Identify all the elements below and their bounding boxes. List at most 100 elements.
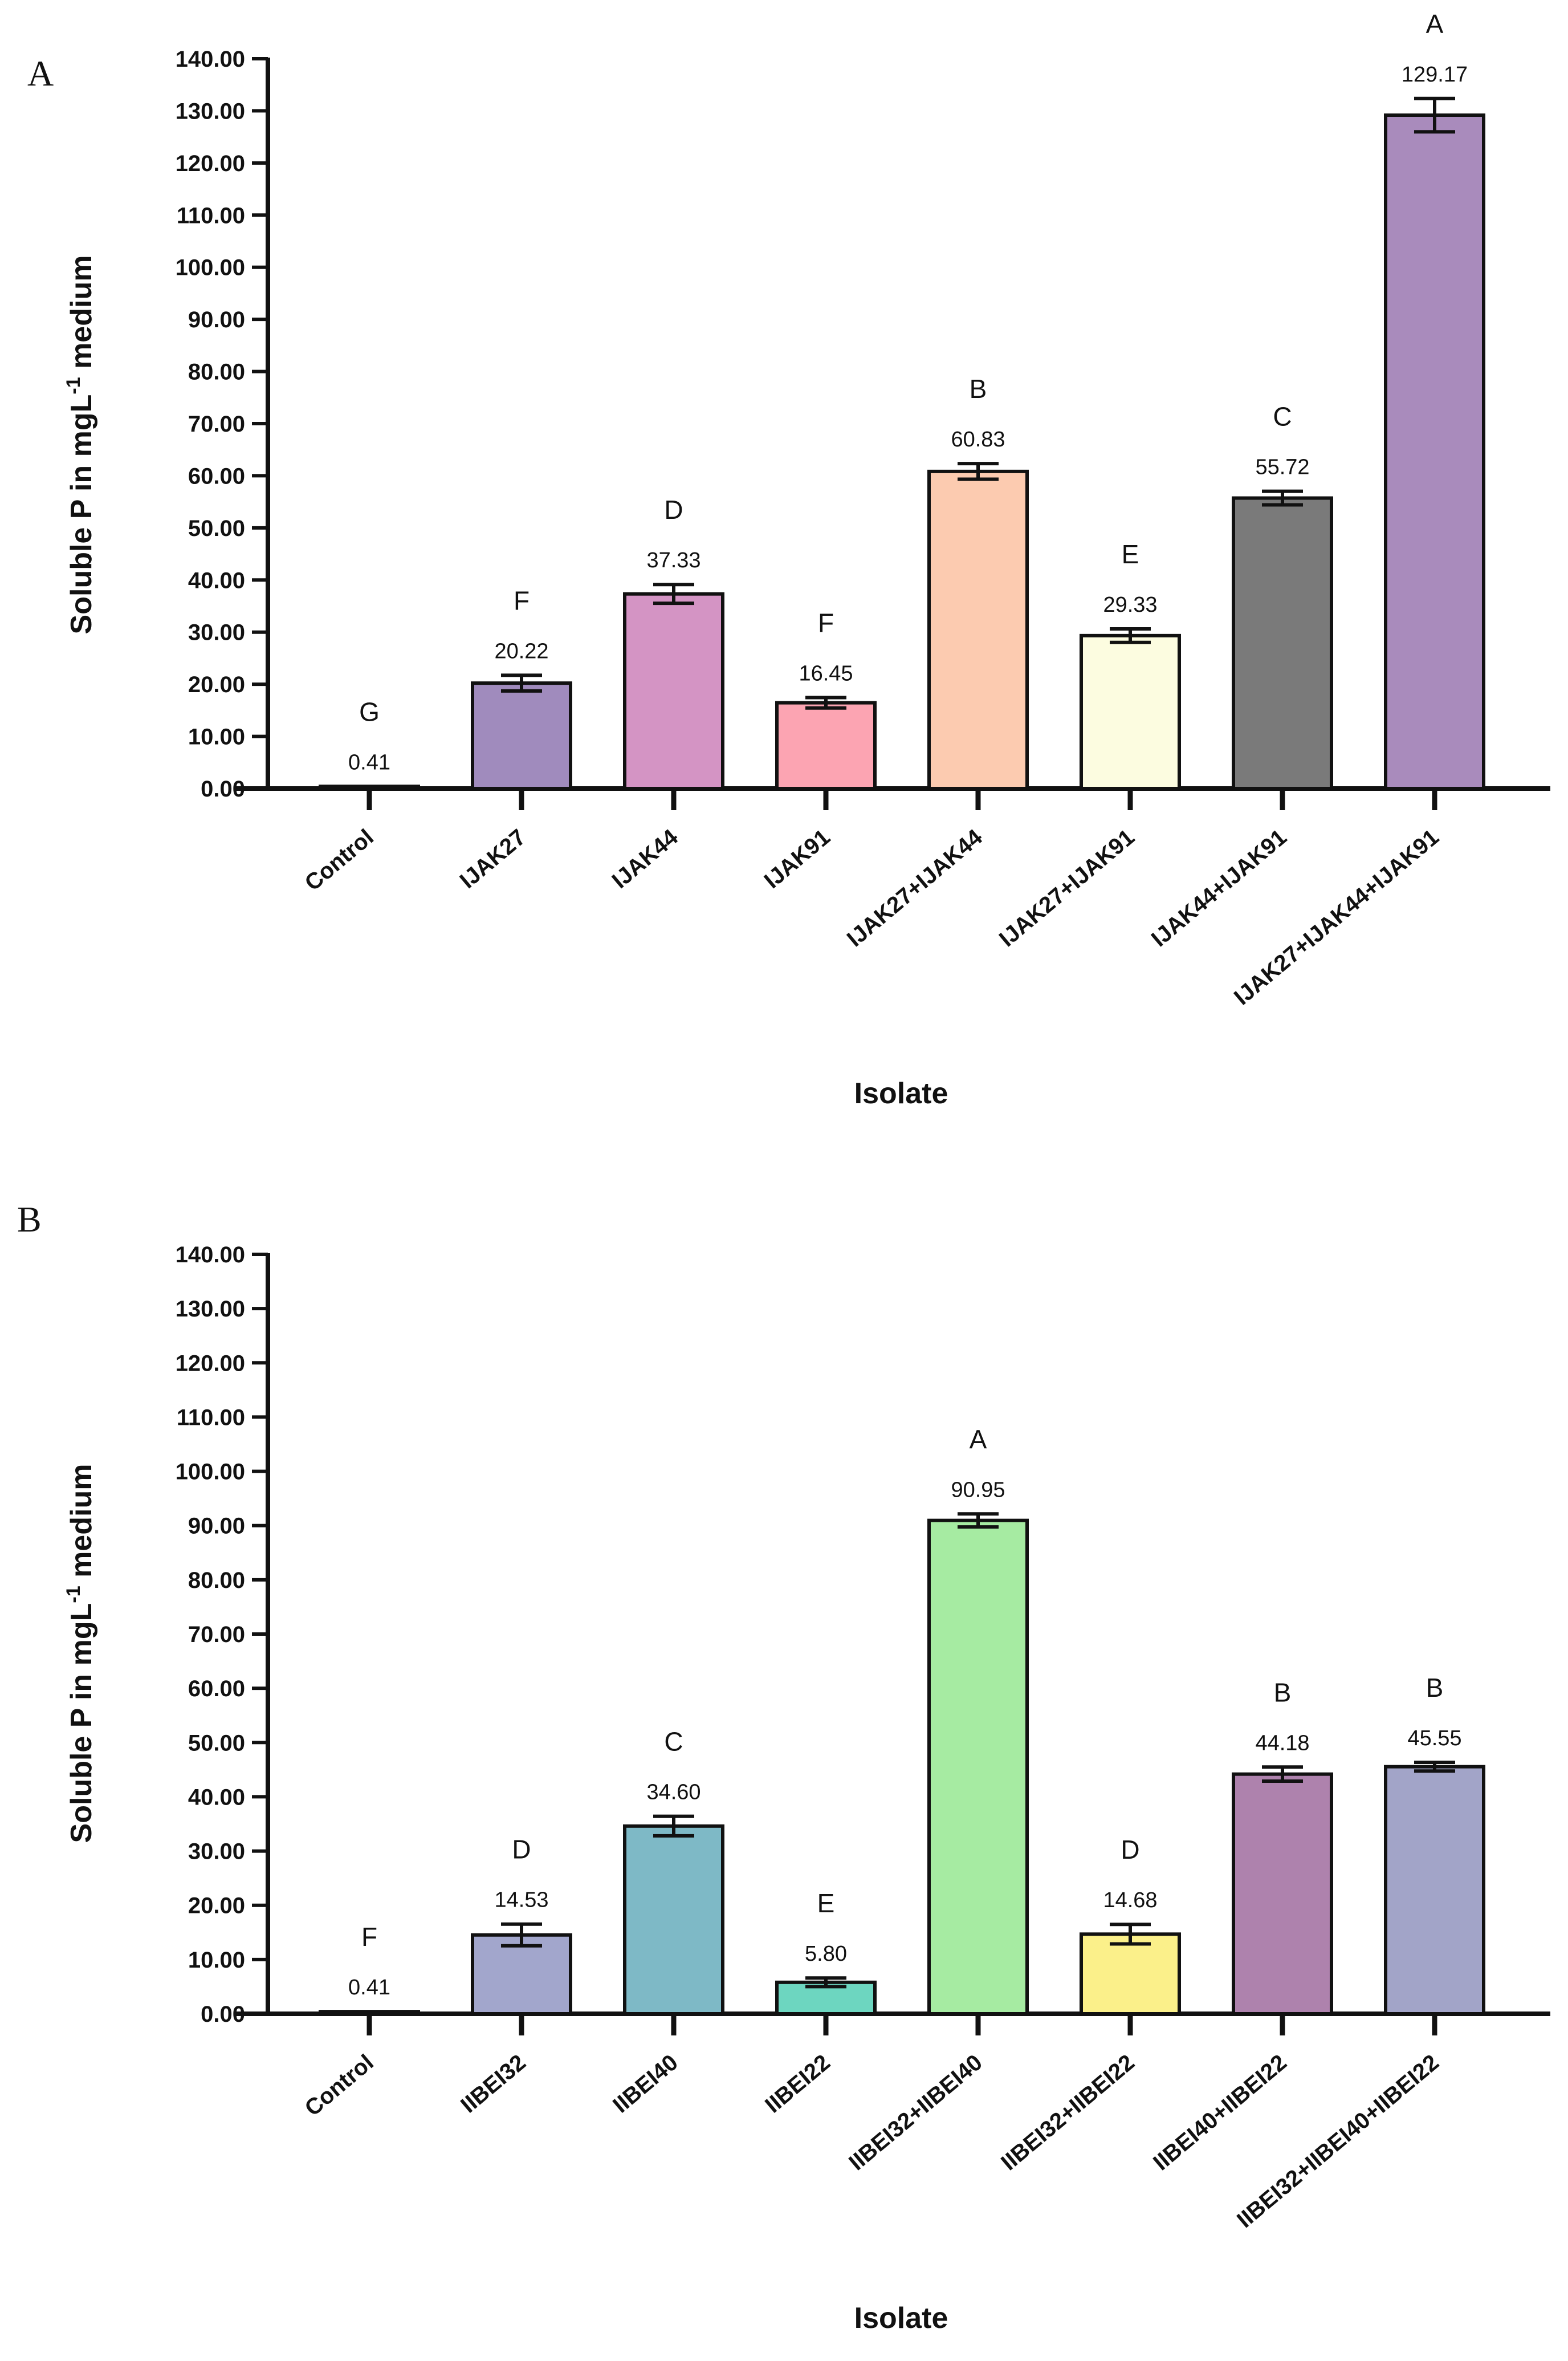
panel-b-value-label: 14.53 xyxy=(494,1888,548,1912)
panel-a-y-tick-label: 20.00 xyxy=(188,672,245,697)
panel-b-value-label: 44.18 xyxy=(1255,1731,1309,1755)
panel-b-value-label: 45.55 xyxy=(1407,1726,1461,1750)
panel-b-y-axis-title: Soluble P in mgL-1 medium xyxy=(63,1464,98,1843)
panel-a-significance-letter: D xyxy=(664,495,683,525)
panel-a-value-label: 29.33 xyxy=(1103,593,1157,617)
panel-b-y-tick-label: 140.00 xyxy=(176,1242,245,1267)
panel-a-y-tick-label: 50.00 xyxy=(188,516,245,541)
panel-b-y-tick-label: 110.00 xyxy=(177,1405,245,1430)
panel-a-y-tick-label: 120.00 xyxy=(176,151,245,176)
panel-b-bar xyxy=(319,2010,420,2015)
panel-a-significance-letter: F xyxy=(818,608,834,637)
panel-b-y-tick-label: 10.00 xyxy=(188,1948,245,1973)
panel-a-category-label: IJAK91 xyxy=(760,824,835,893)
panel-a-y-tick-label: 0.00 xyxy=(201,777,245,802)
panel-b-bar xyxy=(1232,1772,1333,2016)
panel-b-y-tick-label: 80.00 xyxy=(188,1568,245,1593)
panel-b-value-label: 14.68 xyxy=(1103,1888,1157,1912)
panel-a-category-label: IJAK27+IJAK44 xyxy=(842,824,988,952)
panel-b-y-tick-label: 120.00 xyxy=(176,1351,245,1376)
panel-a-value-label: 55.72 xyxy=(1255,456,1309,479)
panel-b-significance-letter: A xyxy=(970,1424,987,1454)
panel-b-y-tick-label: 40.00 xyxy=(188,1785,245,1810)
panel-b-category-label: Control xyxy=(300,2050,378,2121)
panel-b-bar xyxy=(623,1824,724,2015)
panel-a-value-label: 20.22 xyxy=(494,639,548,663)
panel-b-y-tick-label: 100.00 xyxy=(176,1460,245,1485)
panel-a-bar xyxy=(623,592,724,790)
panel-a-y-tick-label: 110.00 xyxy=(177,203,245,228)
panel-b-category-label: IIBEI32+IIBEI40 xyxy=(844,2050,987,2175)
panel-a-y-tick-label: 100.00 xyxy=(176,255,245,281)
panel-b-letter: B xyxy=(17,1199,42,1240)
panel-b-value-label: 5.80 xyxy=(805,1942,847,1966)
panel-b-y-tick-label: 30.00 xyxy=(188,1839,245,1864)
panel-b-category-label: IIBEI40 xyxy=(608,2050,682,2118)
panel-a-y-tick-label: 60.00 xyxy=(188,464,245,489)
panel-a-significance-letter: C xyxy=(1273,402,1292,432)
panel-b-significance-letter: B xyxy=(1426,1673,1444,1702)
panel-b-x-axis-title: Isolate xyxy=(854,2302,948,2335)
panel-a-bar xyxy=(1384,113,1485,791)
panel-a-x-axis-title: Isolate xyxy=(854,1077,948,1110)
panel-a-value-label: 0.41 xyxy=(348,750,390,774)
panel-b-y-tick-label: 130.00 xyxy=(176,1297,245,1322)
panel-a-bar xyxy=(1232,496,1333,790)
panel-a-y-tick-label: 30.00 xyxy=(188,620,245,645)
panel-b-bar xyxy=(1080,1932,1181,2016)
panel-a-value-label: 16.45 xyxy=(799,661,853,685)
panel-a-chart: A Soluble P in mgL-1 medium Isolate 0.00… xyxy=(27,9,1550,1110)
panel-a-significance-letter: A xyxy=(1426,9,1444,39)
panel-b-significance-letter: C xyxy=(664,1727,683,1757)
panel-b-category-label: IIBEI22 xyxy=(760,2050,834,2118)
panel-a-y-tick-label: 90.00 xyxy=(188,307,245,332)
panel-a-bar xyxy=(319,785,420,791)
panel-b-y-tick-label: 20.00 xyxy=(188,1893,245,1919)
panel-b-y-tick-label: 90.00 xyxy=(188,1514,245,1539)
panel-b-bar xyxy=(927,1518,1029,2016)
panel-a-category-label: IJAK27 xyxy=(455,824,531,893)
panel-a-y-axis-title: Soluble P in mgL-1 medium xyxy=(63,255,98,635)
panel-a-significance-letter: G xyxy=(359,697,380,726)
panel-b-value-label: 90.95 xyxy=(951,1478,1005,1502)
panel-a-y-tick-label: 10.00 xyxy=(188,725,245,750)
panel-b-value-label: 34.60 xyxy=(646,1781,700,1805)
panel-a-y-tick-label: 80.00 xyxy=(188,360,245,385)
panel-a-bar xyxy=(471,681,572,791)
panel-b-y-tick-label: 70.00 xyxy=(188,1622,245,1647)
panel-b-chart: B Soluble P in mgL-1 medium Isolate 0.00… xyxy=(17,1199,1550,2335)
panel-b-category-label: IIBEI32+IIBEI22 xyxy=(996,2050,1139,2175)
panel-b-y-tick-label: 0.00 xyxy=(201,2002,245,2027)
panel-a-significance-letter: F xyxy=(514,586,530,615)
panel-a-y-tick-label: 130.00 xyxy=(176,99,245,124)
panel-b-y-tick-label: 60.00 xyxy=(188,1676,245,1701)
panel-b-significance-letter: B xyxy=(1274,1677,1292,1707)
panel-a-category-label: IJAK44 xyxy=(608,824,683,893)
panel-b-significance-letter: D xyxy=(512,1835,531,1864)
panel-b-category-label: IIBEI32 xyxy=(456,2050,530,2118)
panel-b-plot-area: 0.00 10.00 20.00 30.00 40.00 50.00 60.00 70.00 8… xyxy=(176,1242,1550,2233)
panel-a-category-label: Control xyxy=(300,824,378,896)
panel-b-significance-letter: E xyxy=(817,1888,835,1918)
panel-a-bar xyxy=(1080,633,1181,790)
panel-a-significance-letter: B xyxy=(970,374,987,404)
panel-a-value-label: 60.83 xyxy=(951,428,1005,452)
panel-b-category-label: IIBEI40+IIBEI22 xyxy=(1148,2050,1292,2175)
panel-b-bar xyxy=(1384,1765,1485,2015)
panel-b-value-label: 0.41 xyxy=(348,1976,390,2000)
panel-a-letter: A xyxy=(27,53,54,94)
panel-a-value-label: 37.33 xyxy=(646,548,700,572)
panel-a-significance-letter: E xyxy=(1122,539,1139,569)
panel-a-category-label: IJAK44+IJAK91 xyxy=(1147,824,1292,952)
panel-a-bar xyxy=(775,701,877,790)
panel-a-y-tick-label: 40.00 xyxy=(188,568,245,593)
panel-a-y-tick-label: 70.00 xyxy=(188,412,245,437)
panel-a-y-tick-label: 140.00 xyxy=(176,47,245,72)
panel-a-category-label: IJAK27+IJAK91 xyxy=(995,824,1139,952)
panel-a-bar xyxy=(927,469,1029,790)
panel-b-y-tick-label: 50.00 xyxy=(188,1730,245,1755)
panel-b-significance-letter: D xyxy=(1121,1835,1139,1864)
panel-a-plot-area: 0.00 10.00 20.00 30.00 40.00 50.00 60.00 70.00 8… xyxy=(176,9,1550,1010)
panel-b-significance-letter: F xyxy=(361,1922,377,1952)
